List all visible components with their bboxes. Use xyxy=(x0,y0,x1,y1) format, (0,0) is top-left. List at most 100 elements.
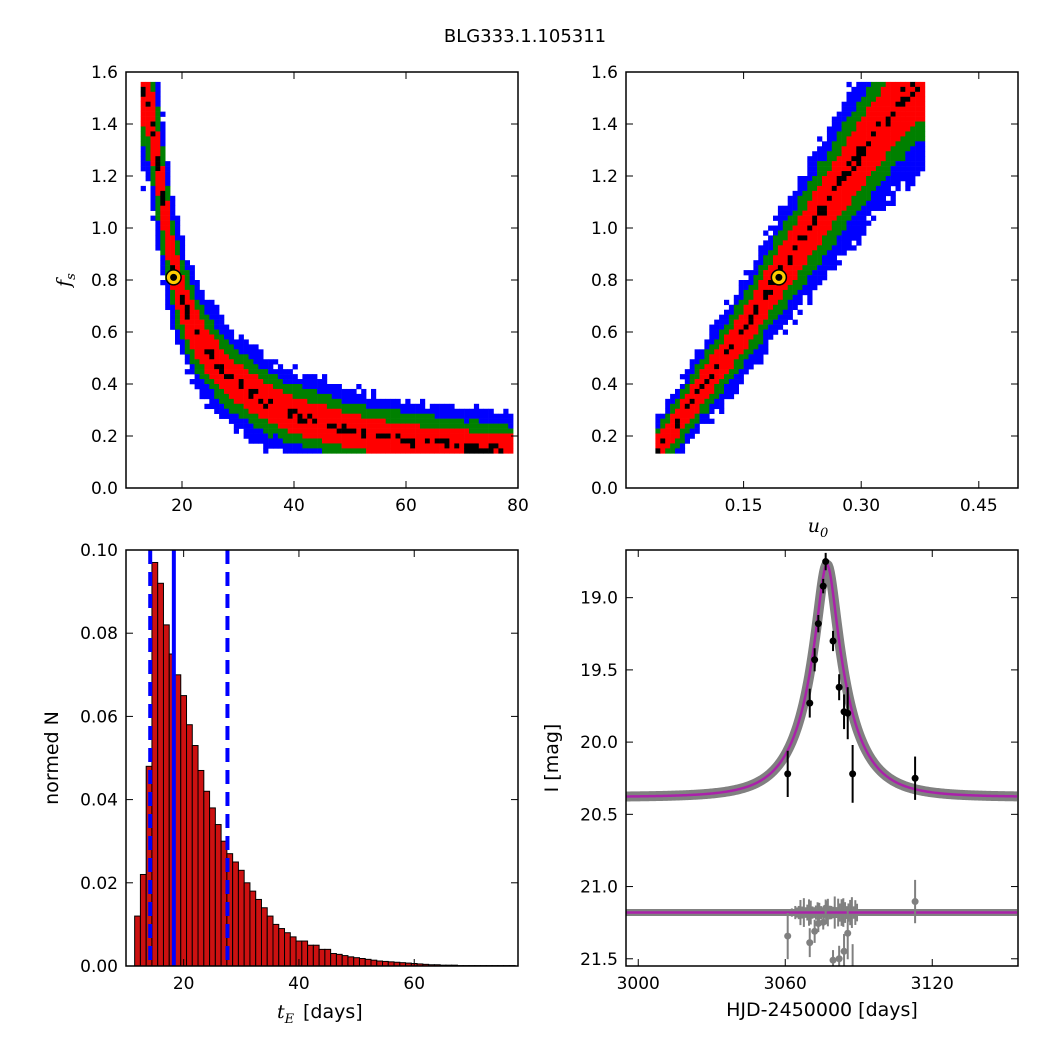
density-cell xyxy=(831,161,837,167)
density-cell xyxy=(297,398,303,405)
density-cell xyxy=(792,220,798,226)
density-cell xyxy=(326,423,333,429)
density-cell xyxy=(871,195,877,202)
density-cell xyxy=(140,161,146,167)
density-cell xyxy=(817,146,823,152)
density-cell xyxy=(140,156,146,162)
density-cell xyxy=(297,448,303,454)
density-cell xyxy=(292,428,298,434)
density-cell xyxy=(346,398,352,405)
density-cell xyxy=(243,349,249,355)
density-cell xyxy=(807,280,813,286)
density-cell xyxy=(807,215,813,221)
density-cell xyxy=(792,230,798,236)
density-cell xyxy=(140,81,146,88)
density-cell xyxy=(826,185,833,192)
density-cell xyxy=(282,443,288,449)
density-cell xyxy=(170,245,176,251)
density-cell xyxy=(331,418,337,424)
density-cell xyxy=(773,299,779,306)
density-cell xyxy=(728,314,735,320)
density-cell xyxy=(140,86,146,93)
density-cell xyxy=(228,403,235,410)
density-cell xyxy=(273,423,279,429)
density-cell xyxy=(189,319,195,325)
density-cell xyxy=(758,304,764,311)
density-cell xyxy=(753,334,759,340)
density-cell xyxy=(817,156,823,162)
density-cell xyxy=(763,284,769,291)
density-cell xyxy=(831,141,837,147)
density-cell xyxy=(175,240,181,246)
density-cell xyxy=(371,423,377,429)
density-cell xyxy=(875,205,882,211)
density-cell xyxy=(175,215,181,221)
density-cell xyxy=(836,215,842,221)
density-cell xyxy=(880,106,886,112)
density-cell xyxy=(508,448,514,454)
density-cell xyxy=(915,111,921,117)
density-cell xyxy=(287,393,293,400)
density-cell xyxy=(233,369,239,375)
density-cell xyxy=(498,418,504,424)
density-cell xyxy=(297,423,303,429)
density-cell xyxy=(787,240,793,246)
density-cell xyxy=(670,423,676,429)
density-cell xyxy=(738,280,744,286)
density-cell xyxy=(920,91,926,98)
density-cell xyxy=(885,200,891,207)
density-cell xyxy=(831,260,837,266)
density-cell xyxy=(724,364,730,370)
density-cell xyxy=(826,126,833,132)
density-cell xyxy=(331,438,337,444)
density-cell xyxy=(841,210,847,216)
y-tick-label: 0.02 xyxy=(80,874,118,894)
density-cell xyxy=(253,423,259,429)
density-cell xyxy=(684,384,690,390)
density-cell xyxy=(224,413,230,419)
density-cell xyxy=(719,354,725,360)
density-cell xyxy=(831,190,837,197)
density-cell xyxy=(758,265,764,271)
density-cell xyxy=(704,388,710,395)
density-cell xyxy=(184,344,190,350)
density-cell xyxy=(787,304,793,311)
density-cell xyxy=(836,195,842,202)
density-cell xyxy=(807,171,813,177)
density-cell xyxy=(866,176,872,182)
density-cell xyxy=(807,265,813,271)
density-cell xyxy=(822,245,828,251)
density-cell xyxy=(724,388,730,395)
density-cell xyxy=(258,418,264,424)
density-cell xyxy=(478,438,484,444)
y-tick-label: 20.0 xyxy=(580,733,618,753)
density-cell xyxy=(224,334,230,340)
density-cell xyxy=(375,443,382,449)
density-cell xyxy=(219,344,225,350)
density-cell xyxy=(885,185,891,192)
density-cell xyxy=(782,314,788,320)
density-cell xyxy=(679,428,686,434)
density-cell xyxy=(273,413,279,419)
density-cell xyxy=(155,185,161,192)
density-cell xyxy=(684,423,690,429)
density-cell xyxy=(679,403,686,410)
density-cell xyxy=(846,176,852,182)
density-cell xyxy=(875,91,882,98)
density-cell xyxy=(282,388,288,395)
density-cell xyxy=(145,101,151,107)
density-cell xyxy=(875,111,882,117)
density-cell xyxy=(738,364,744,370)
density-cell xyxy=(875,161,882,167)
density-cell xyxy=(464,428,470,434)
density-cell xyxy=(243,398,249,405)
density-cell xyxy=(792,294,798,301)
density-cell xyxy=(214,393,220,400)
density-cell xyxy=(331,423,337,429)
density-cell xyxy=(204,374,210,380)
density-cell xyxy=(248,433,254,439)
density-cell xyxy=(871,116,877,122)
density-cell xyxy=(478,408,484,415)
density-cell xyxy=(179,275,186,281)
density-cell xyxy=(209,344,215,350)
